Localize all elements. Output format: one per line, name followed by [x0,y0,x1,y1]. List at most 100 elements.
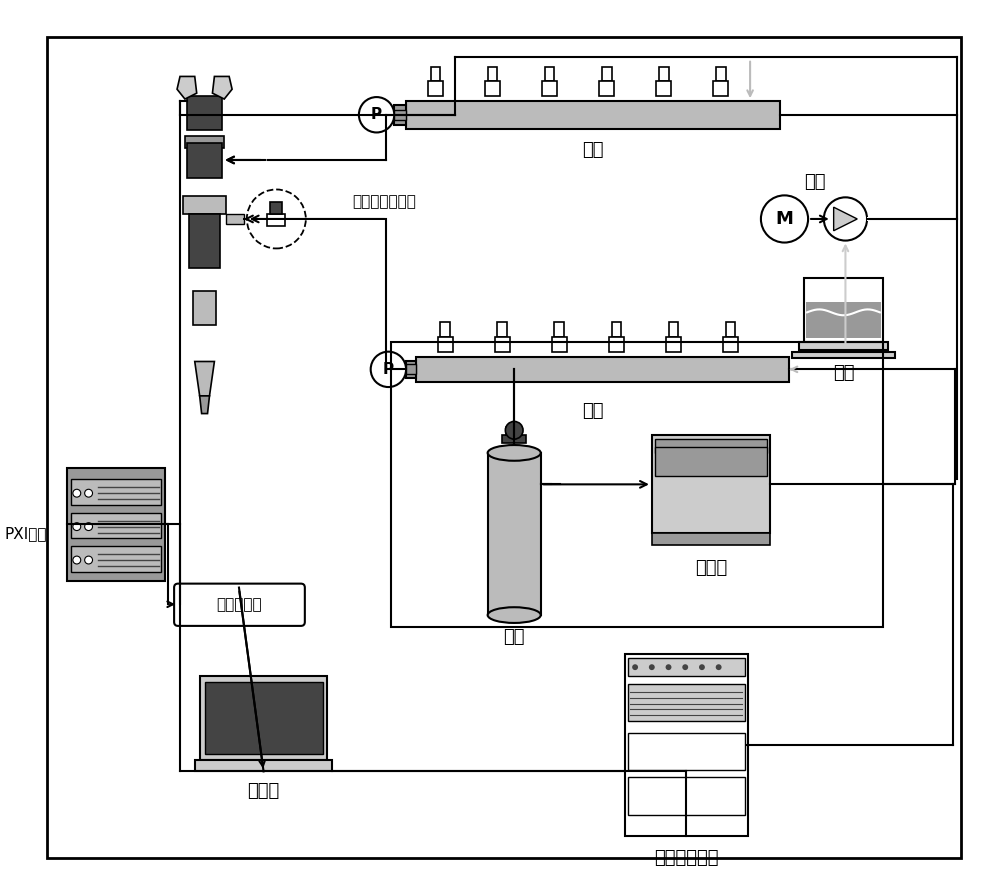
Text: M: M [776,210,793,228]
Bar [183,197,226,214]
Bar [628,777,745,814]
Text: PXI触发: PXI触发 [4,526,47,541]
Bar [270,202,282,214]
Bar [599,81,614,96]
Bar [669,322,678,337]
Bar [502,435,526,443]
Bar [193,291,216,325]
Bar [391,342,883,627]
Circle shape [632,664,638,670]
Circle shape [716,664,722,670]
Bar [406,101,780,129]
Bar [185,137,224,148]
Bar [552,337,567,351]
Bar [495,337,510,351]
Text: 油轨: 油轨 [582,141,604,159]
Circle shape [85,556,93,564]
Bar [431,67,440,81]
Bar [506,427,522,435]
Circle shape [824,198,867,240]
Bar [71,479,161,505]
Bar [485,81,500,96]
Polygon shape [212,76,232,99]
Bar [652,534,770,545]
Circle shape [73,556,81,564]
Polygon shape [177,76,197,99]
Bar [195,760,332,772]
Bar [656,81,671,96]
Bar [267,214,285,226]
Bar [67,468,165,581]
Bar [655,447,767,477]
Circle shape [359,97,394,132]
Bar [628,733,745,771]
Bar [226,214,244,224]
Bar [609,337,624,351]
Bar [438,337,453,351]
Bar [545,67,554,81]
Circle shape [505,421,523,439]
Text: 压力控制装置: 压力控制装置 [654,849,718,867]
Bar [200,676,327,760]
Bar [612,322,621,337]
Bar [187,143,222,178]
Bar [488,453,541,615]
Text: 油泵: 油泵 [804,173,826,190]
Bar [716,67,726,81]
Circle shape [649,664,655,670]
Bar [542,81,557,96]
Text: 气轨: 气轨 [582,401,604,419]
Text: P: P [383,362,394,377]
Bar [187,96,222,131]
Circle shape [73,489,81,497]
Bar [497,322,507,337]
Ellipse shape [488,445,541,460]
Bar [792,351,895,358]
Bar [71,513,161,538]
Bar [726,322,735,337]
Polygon shape [834,207,857,231]
Circle shape [85,523,93,530]
Bar [394,110,406,120]
Bar [655,439,767,453]
Bar [723,337,738,351]
Ellipse shape [488,607,541,623]
Bar [602,67,612,81]
Polygon shape [200,396,209,414]
Bar [554,322,564,337]
Text: 压气机: 压气机 [695,559,727,577]
Circle shape [85,489,93,497]
Polygon shape [195,361,214,396]
Circle shape [73,523,81,530]
Bar [713,81,728,96]
Text: 上位机: 上位机 [247,782,280,800]
Bar [428,81,443,96]
Bar [625,654,748,836]
Circle shape [666,664,671,670]
Bar [628,658,745,676]
Bar [416,357,789,382]
Bar [867,217,957,221]
Bar [652,435,770,534]
Bar [406,360,416,378]
Bar [406,365,416,375]
Text: 放大器模块: 放大器模块 [216,597,262,611]
Bar [804,278,883,342]
Bar [488,67,497,81]
Bar [666,337,681,351]
Text: P: P [371,107,382,122]
Bar [189,214,220,268]
Circle shape [699,664,705,670]
Bar [71,546,161,572]
Circle shape [371,351,406,387]
Bar [799,342,888,350]
Bar [628,684,745,721]
Bar [394,105,406,124]
Text: 油源: 油源 [833,364,854,383]
Circle shape [682,664,688,670]
Text: 入口压力传感器: 入口压力传感器 [353,194,416,209]
Bar [659,67,669,81]
Bar [440,322,450,337]
Circle shape [761,196,808,242]
Text: 气源: 气源 [503,628,525,645]
